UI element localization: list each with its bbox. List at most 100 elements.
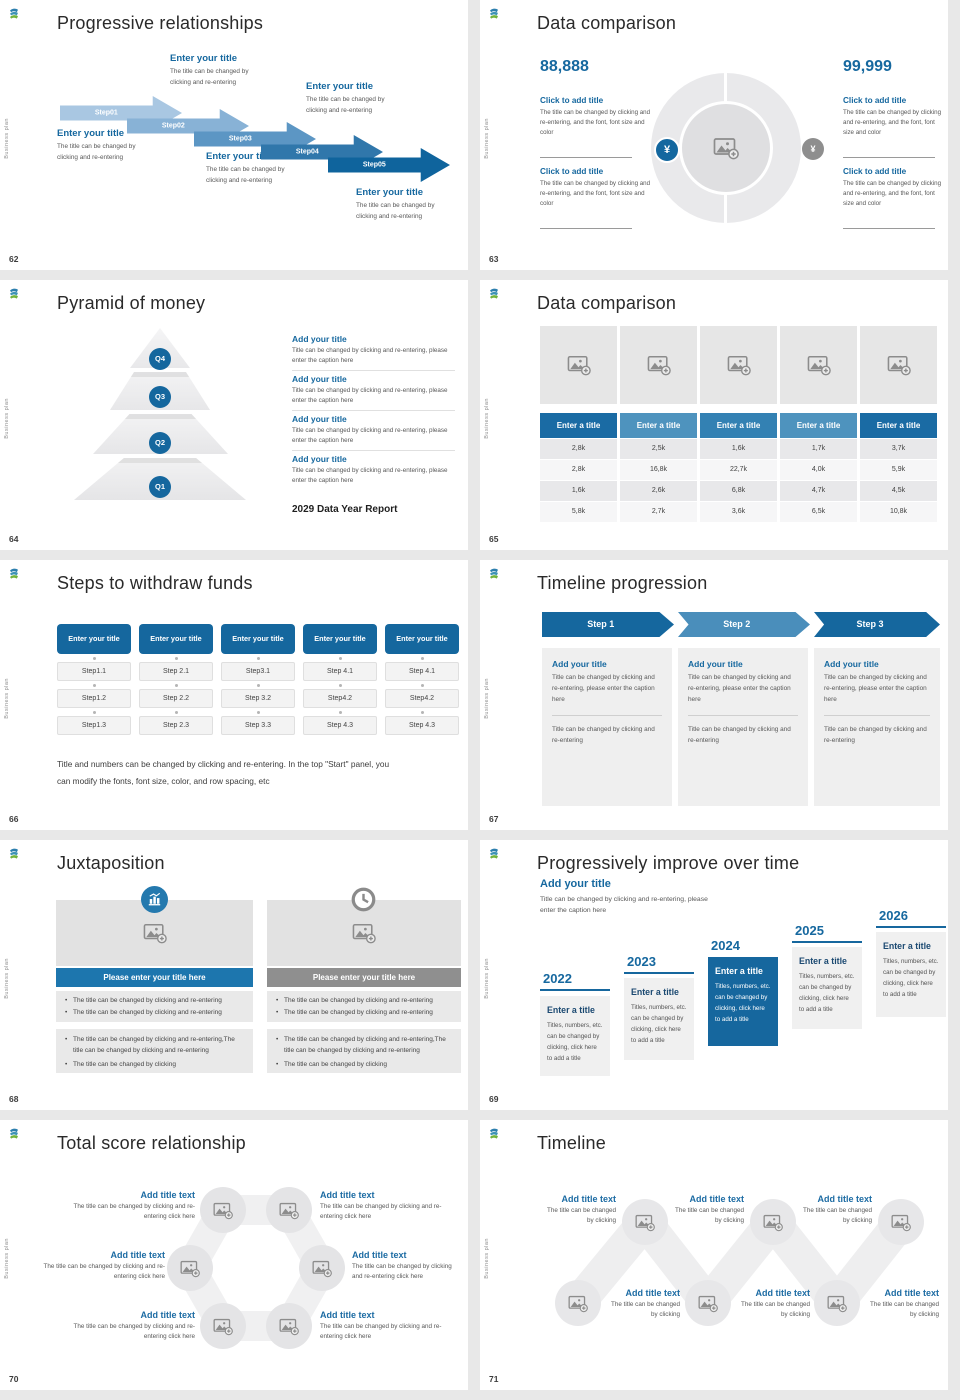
text-block: Add title text The title can be changed … xyxy=(738,1288,810,1320)
slide-number: 71 xyxy=(489,1374,499,1384)
column-header: Enter your title xyxy=(303,624,377,654)
step-label: Step02 xyxy=(161,122,185,130)
slide-62[interactable]: Business plan Progressive relationships … xyxy=(0,0,468,270)
step-box: Step 4.1 xyxy=(385,662,459,681)
image-placeholder-circle xyxy=(555,1280,601,1326)
block-title: Add title text xyxy=(140,1310,195,1320)
table-cell: 4,5k xyxy=(860,481,937,501)
block-title: Add title text xyxy=(755,1288,810,1298)
image-placeholder-icon xyxy=(635,1213,655,1232)
card-title: Enter a title xyxy=(631,987,679,997)
step-box: Step4.2 xyxy=(303,689,377,708)
pyramid-badge-q3: Q3 xyxy=(149,386,171,408)
brand-logo-icon xyxy=(6,5,22,21)
step-label: Step01 xyxy=(94,109,118,117)
divider xyxy=(540,157,632,158)
connector-dot xyxy=(92,657,96,660)
image-placeholder-icon xyxy=(763,1213,783,1232)
money-bag-icon: ¥ xyxy=(802,138,824,160)
table-cell: 4,0k xyxy=(780,460,857,480)
divider xyxy=(540,228,632,229)
yen-glyph: ¥ xyxy=(663,144,671,156)
table-cell: 6,5k xyxy=(780,502,857,522)
slide-number: 63 xyxy=(489,254,499,264)
year-label: 2022 xyxy=(543,971,572,986)
bar-chart-glyph xyxy=(145,890,164,909)
table-cell: 2,7k xyxy=(620,502,697,522)
step-box: Step 4.1 xyxy=(303,662,377,681)
year-underline xyxy=(792,941,862,943)
table-header: Enter a title xyxy=(540,413,617,438)
slide-title: Timeline xyxy=(537,1133,606,1153)
block-title: Click to add title xyxy=(843,96,907,105)
slide-65[interactable]: Business plan Data comparison 65 Enter a… xyxy=(480,280,948,550)
title-banner-right: Please enter your title here xyxy=(267,968,461,987)
step-box: Step 3.2 xyxy=(221,689,295,708)
slide-number: 69 xyxy=(489,1094,499,1104)
card-title: Enter a title xyxy=(883,941,931,951)
slide-63[interactable]: Business plan Data comparison 63 88,888 … xyxy=(480,0,948,270)
table-header: Enter a title xyxy=(780,413,857,438)
slide-67[interactable]: Business plan Timeline progression 67 St… xyxy=(480,560,948,830)
step-label: Step03 xyxy=(228,135,252,143)
block-caption: The title can be changed by clicking and… xyxy=(206,166,285,184)
brand-logo-icon xyxy=(486,285,502,301)
note-line-1: Title and numbers can be changed by clic… xyxy=(57,759,390,769)
brand-logo-icon xyxy=(486,845,502,861)
block-caption: The title can be changed by clicking xyxy=(675,1207,744,1225)
text-block: Add title text The title can be changed … xyxy=(65,1190,195,1222)
slide-number: 62 xyxy=(9,254,19,264)
text-block: Add title text The title can be changed … xyxy=(867,1288,939,1320)
step-box: Step1.1 xyxy=(57,662,131,681)
step-label: Step04 xyxy=(295,148,319,156)
card-caption: Title can be changed by clicking and re-… xyxy=(688,725,791,744)
slide-68[interactable]: Business plan Juxtaposition 68 Please en… xyxy=(0,840,468,1110)
image-placeholder-circle xyxy=(750,1199,796,1245)
card-caption: Title can be changed by clicking and re-… xyxy=(824,674,927,703)
block-caption: The title can be changed by clicking and… xyxy=(320,1203,442,1221)
image-placeholder-circle xyxy=(878,1199,924,1245)
sidebar-vertical-label: Business plan xyxy=(484,398,490,439)
money-icon: ¥ xyxy=(654,137,680,163)
block-caption: The title can be changed by clicking and… xyxy=(540,109,651,136)
step-box: Step1.3 xyxy=(57,716,131,735)
card-caption: Titles, numbers, etc. can be changed by … xyxy=(547,1022,603,1062)
image-placeholder-icon xyxy=(807,354,831,376)
sidebar-vertical-label: Business plan xyxy=(484,118,490,159)
card-caption: Titles, numbers, etc. can be changed by … xyxy=(799,973,855,1013)
yen-glyph: ¥ xyxy=(810,144,816,154)
text-block: Enter your title The title can be change… xyxy=(306,81,406,116)
image-placeholder-cell xyxy=(620,326,697,404)
slide-title: Timeline progression xyxy=(537,573,708,593)
slide-70[interactable]: Business plan Total score relationship 7… xyxy=(0,1120,468,1390)
image-placeholder-icon xyxy=(827,1294,847,1313)
slide-title: Progressively improve over time xyxy=(537,853,800,873)
block-caption: The title can be changed by clicking and… xyxy=(73,1203,195,1221)
image-placeholder-icon xyxy=(352,922,376,944)
table-cell: 10,8k xyxy=(860,502,937,522)
text-block: Click to add title The title can be chan… xyxy=(540,167,652,209)
brand-logo-icon xyxy=(6,565,22,581)
slide-71[interactable]: Business plan Timeline 71 Add title text… xyxy=(480,1120,948,1390)
slide-69[interactable]: Business plan Progressively improve over… xyxy=(480,840,948,1110)
brand-logo-icon xyxy=(6,1125,22,1141)
image-placeholder-icon xyxy=(698,1294,718,1313)
table-cell: 2,8k xyxy=(540,439,617,459)
year-label: 2025 xyxy=(795,923,824,938)
slide-64[interactable]: Business plan Pyramid of money 64 Q4 Q3 … xyxy=(0,280,468,550)
image-placeholder-circle xyxy=(200,1303,246,1349)
text-block: Add title text The title can be changed … xyxy=(65,1310,195,1342)
table-cell: 3,6k xyxy=(700,502,777,522)
step-box: Step 2.3 xyxy=(139,716,213,735)
year-label: 2024 xyxy=(711,938,740,953)
bullet-item: The title can be changed by clicking and… xyxy=(275,1007,453,1019)
column-header: Enter your title xyxy=(221,624,295,654)
slide-66[interactable]: Business plan Steps to withdraw funds 66… xyxy=(0,560,468,830)
table-header: Enter a title xyxy=(860,413,937,438)
column-header: Enter your title xyxy=(57,624,131,654)
block-caption: Title can be changed by clicking and re-… xyxy=(292,347,448,364)
slide-title: Pyramid of money xyxy=(57,293,206,313)
year-card: Enter a title Titles, numbers, etc. can … xyxy=(624,978,694,1060)
slide-title: Data comparison xyxy=(537,293,677,313)
pyramid-badge-q1: Q1 xyxy=(149,476,171,498)
